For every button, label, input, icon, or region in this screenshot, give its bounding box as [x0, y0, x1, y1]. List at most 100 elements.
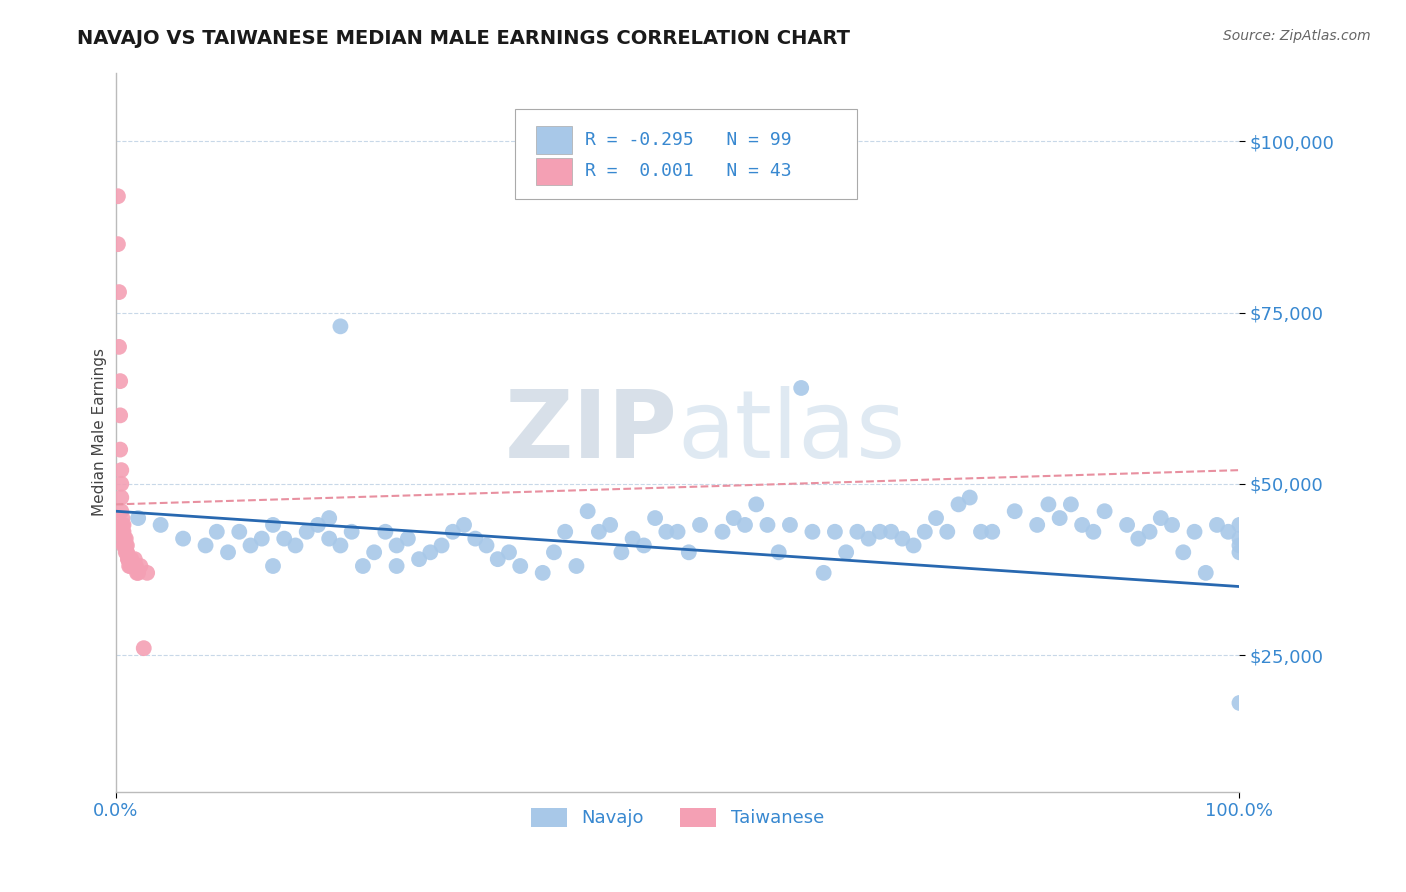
Point: [374, 524, 396, 539]
Point: [318, 532, 340, 546]
Point: [1206, 517, 1229, 532]
Point: [114, 539, 136, 553]
Point: [588, 524, 610, 539]
Point: [117, 552, 139, 566]
Point: [914, 524, 936, 539]
Point: [1038, 497, 1060, 511]
Point: [880, 524, 903, 539]
Point: [110, 491, 132, 505]
Point: [441, 524, 464, 539]
Text: Source: ZipAtlas.com: Source: ZipAtlas.com: [1223, 29, 1371, 43]
Point: [385, 559, 408, 574]
Legend: Navajo, Taiwanese: Navajo, Taiwanese: [524, 801, 831, 835]
Point: [108, 285, 131, 299]
Point: [108, 340, 131, 354]
Point: [554, 524, 576, 539]
FancyBboxPatch shape: [536, 158, 572, 186]
Point: [129, 559, 152, 574]
Point: [610, 545, 633, 559]
Point: [711, 524, 734, 539]
Point: [498, 545, 520, 559]
Text: R =  0.001   N = 43: R = 0.001 N = 43: [585, 162, 792, 180]
Point: [1026, 517, 1049, 532]
Point: [239, 539, 262, 553]
Point: [307, 517, 329, 532]
Point: [903, 539, 925, 553]
Point: [453, 517, 475, 532]
Point: [565, 559, 588, 574]
Point: [869, 524, 891, 539]
Point: [678, 545, 700, 559]
Point: [110, 504, 132, 518]
Point: [1004, 504, 1026, 518]
Point: [1083, 524, 1105, 539]
Point: [509, 559, 531, 574]
Point: [925, 511, 948, 525]
Point: [250, 532, 273, 546]
Point: [599, 517, 621, 532]
Point: [120, 552, 142, 566]
Point: [948, 497, 970, 511]
Point: [107, 189, 129, 203]
Point: [981, 524, 1004, 539]
Point: [543, 545, 565, 559]
Point: [112, 539, 135, 553]
Point: [801, 524, 824, 539]
Point: [790, 381, 813, 395]
Point: [284, 539, 307, 553]
Point: [262, 517, 284, 532]
Point: [115, 545, 138, 559]
Point: [430, 539, 453, 553]
Point: [419, 545, 441, 559]
Point: [1195, 566, 1218, 580]
Point: [108, 374, 131, 388]
Point: [1094, 504, 1116, 518]
Point: [194, 539, 217, 553]
Text: NAVAJO VS TAIWANESE MEDIAN MALE EARNINGS CORRELATION CHART: NAVAJO VS TAIWANESE MEDIAN MALE EARNINGS…: [77, 29, 851, 47]
Point: [149, 517, 172, 532]
Point: [1218, 524, 1240, 539]
Point: [124, 552, 146, 566]
Point: [531, 566, 554, 580]
Point: [273, 532, 295, 546]
Point: [1229, 539, 1251, 553]
Point: [1229, 532, 1251, 546]
Point: [621, 532, 644, 546]
Point: [122, 559, 145, 574]
Point: [111, 517, 134, 532]
Point: [779, 517, 801, 532]
Point: [136, 566, 159, 580]
Point: [114, 539, 136, 553]
Point: [1128, 532, 1150, 546]
Point: [1229, 545, 1251, 559]
Point: [340, 524, 363, 539]
Point: [112, 524, 135, 539]
Point: [1139, 524, 1161, 539]
Point: [117, 552, 139, 566]
Point: [858, 532, 880, 546]
Point: [1229, 517, 1251, 532]
Point: [1173, 545, 1195, 559]
Point: [1060, 497, 1083, 511]
Point: [813, 566, 835, 580]
Point: [576, 504, 599, 518]
Point: [1049, 511, 1071, 525]
Point: [110, 476, 132, 491]
Point: [120, 559, 142, 574]
Point: [127, 511, 149, 525]
Point: [1161, 517, 1184, 532]
Point: [655, 524, 678, 539]
Point: [125, 566, 148, 580]
Point: [114, 545, 136, 559]
Point: [959, 491, 981, 505]
Point: [1229, 696, 1251, 710]
Point: [970, 524, 993, 539]
Point: [112, 517, 135, 532]
Point: [633, 539, 655, 553]
Point: [115, 539, 138, 553]
Point: [464, 532, 486, 546]
Y-axis label: Median Male Earnings: Median Male Earnings: [93, 349, 107, 516]
Point: [734, 517, 756, 532]
FancyBboxPatch shape: [515, 109, 858, 199]
Point: [132, 641, 155, 656]
